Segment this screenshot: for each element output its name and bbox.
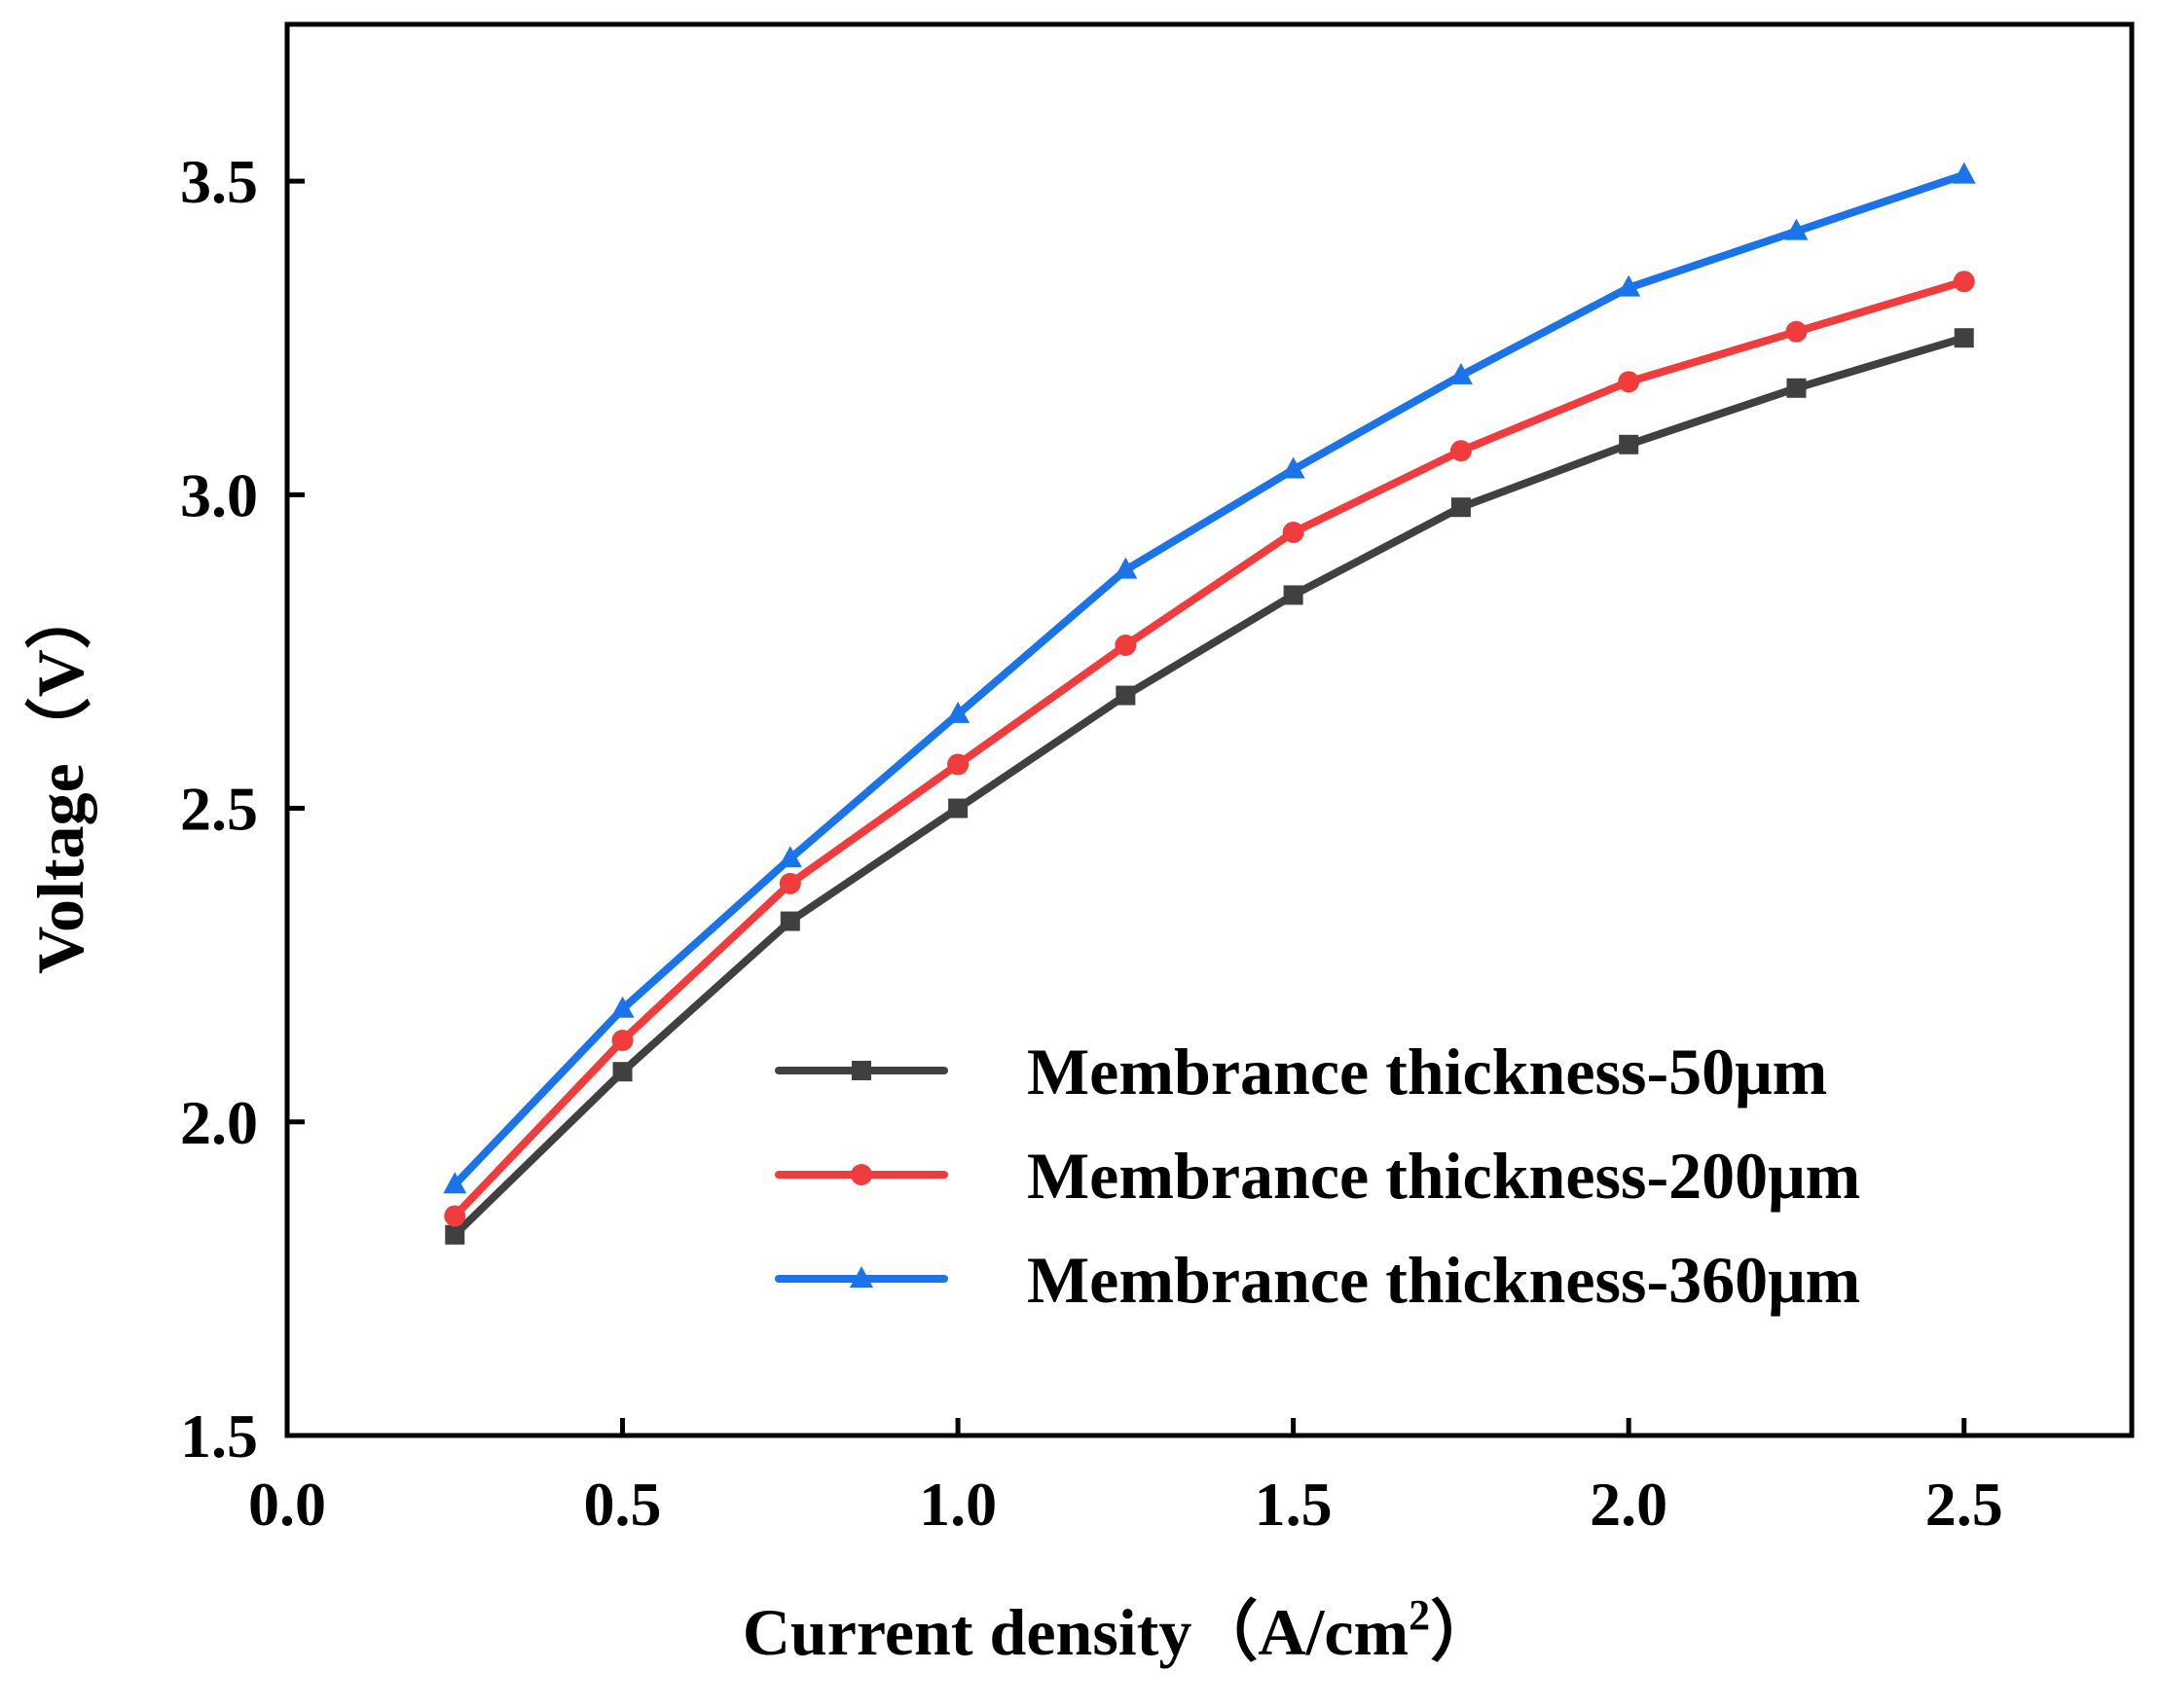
legend-item-1: Membrance thickness-50μm [775, 1035, 1827, 1108]
y-tick-label: 2.0 [180, 1088, 258, 1157]
legend-item-2: Membrance thickness-200μm [775, 1139, 1860, 1213]
data-point [1116, 685, 1136, 706]
legend-label: Membrance thickness-50μm [1027, 1035, 1827, 1108]
x-tick-label: 2.0 [1590, 1470, 1667, 1539]
x-tick-label: 0.5 [584, 1470, 662, 1539]
x-tick-label: 0.0 [248, 1470, 326, 1539]
data-point [948, 798, 969, 818]
x-tick-label: 2.5 [1925, 1470, 2003, 1539]
y-tick-label: 3.5 [180, 147, 258, 216]
series-line [451, 170, 1968, 1189]
data-point [1619, 434, 1639, 454]
data-point [1618, 371, 1640, 393]
plot-area [443, 162, 1976, 1245]
data-point [1450, 497, 1471, 518]
data-point [443, 1172, 467, 1194]
x-axis-label-unit: （A/cm [1191, 1595, 1409, 1669]
series-3 [443, 162, 1976, 1194]
y-tick-label: 2.5 [180, 775, 258, 844]
legend-swatch-marker [851, 1164, 872, 1185]
y-tick-label: 3.0 [180, 460, 258, 529]
plot-frame [284, 21, 2135, 1438]
series-line [451, 277, 1968, 1220]
data-point [778, 846, 802, 868]
axes: 0.0 0.5 1.0 1.5 2.0 2.5 1.5 2.0 2.5 3.0 3.5 [180, 21, 2135, 1539]
data-point [947, 753, 970, 776]
data-point [1282, 522, 1304, 543]
x-axis-label-superscript: 2 [1409, 1591, 1430, 1639]
data-point [1283, 585, 1303, 605]
data-point [612, 1062, 633, 1082]
legend-label: Membrance thickness-360μm [1027, 1243, 1860, 1317]
data-point [1785, 320, 1808, 343]
data-point [1281, 456, 1305, 479]
data-point [1114, 557, 1138, 579]
series-line [451, 334, 1968, 1239]
legend: Membrance thickness-50μm Membrance thickn… [775, 1035, 1860, 1317]
data-point [1784, 218, 1809, 240]
legend-item-3: Membrance thickness-360μm [775, 1243, 1860, 1317]
x-tick-label: 1.5 [1255, 1470, 1333, 1539]
data-point [779, 872, 801, 894]
data-point [1954, 328, 1974, 348]
data-point [780, 911, 800, 931]
data-point [946, 701, 970, 723]
data-point [1786, 378, 1807, 398]
legend-swatch-marker [850, 1266, 873, 1288]
y-axis-label: Voltage（V） [23, 583, 97, 974]
x-axis-label: Current density（A/cm2） [743, 1591, 1496, 1669]
x-tick-label: 1.0 [919, 1470, 997, 1539]
x-axis-label-close: ） [1430, 1595, 1496, 1669]
legend-label: Membrance thickness-200μm [1027, 1139, 1860, 1213]
data-point [444, 1205, 466, 1227]
data-point [1448, 362, 1473, 384]
x-axis-label-main: Current density [743, 1595, 1192, 1669]
data-point [611, 1030, 634, 1051]
series-1 [445, 328, 1974, 1245]
data-point [445, 1224, 465, 1245]
data-point [1449, 440, 1472, 462]
y-tick-label: 1.5 [180, 1401, 258, 1471]
data-point [1617, 274, 1641, 297]
data-point [1953, 271, 1975, 293]
legend-swatch-marker [852, 1061, 871, 1080]
series-2 [444, 271, 1975, 1227]
data-point [610, 996, 635, 1018]
data-point [1952, 162, 1976, 184]
data-point [1115, 635, 1137, 656]
